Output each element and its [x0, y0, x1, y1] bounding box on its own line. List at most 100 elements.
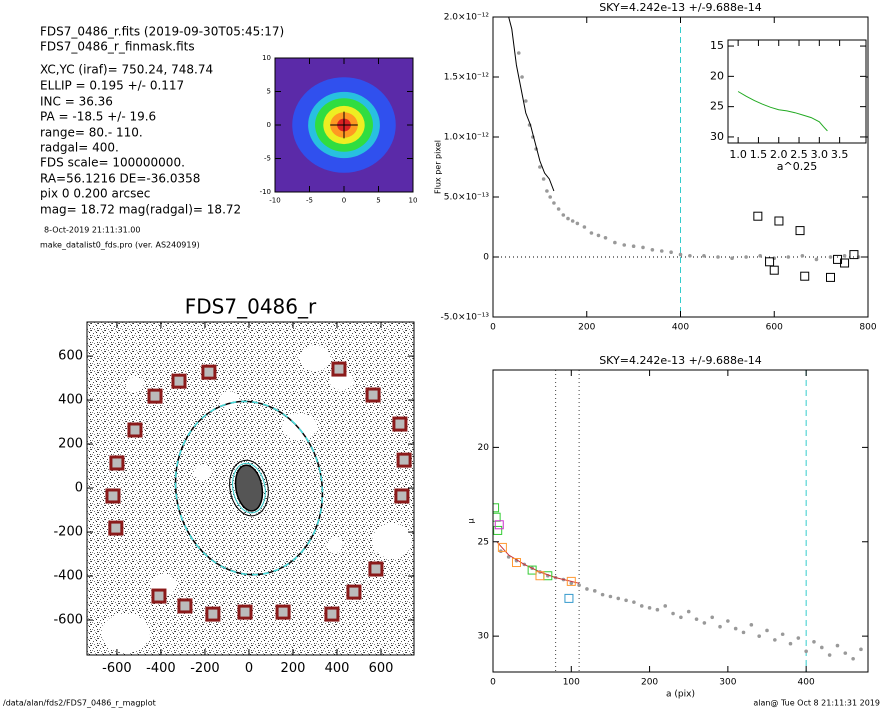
series-line: [508, 17, 555, 192]
y-tick-label: 400: [58, 393, 83, 408]
data-square: [840, 258, 850, 268]
sky-box: [237, 604, 253, 620]
data-point: [758, 254, 762, 258]
y-tick-label: -200: [53, 525, 83, 540]
y-axis-label: μ: [467, 518, 476, 523]
data-square: [511, 558, 521, 568]
data-point: [679, 615, 683, 620]
data-square: [849, 250, 859, 260]
data-point: [749, 623, 754, 627]
data-square: [800, 271, 810, 281]
data-point: [820, 645, 824, 650]
data-point: [827, 653, 832, 657]
data-point: [842, 254, 847, 258]
data-point: [669, 250, 673, 254]
y-tick-label: -600: [53, 613, 83, 628]
sky-box: [275, 604, 291, 620]
y-tick-label: 5: [267, 88, 271, 96]
data-square: [566, 576, 576, 586]
data-point: [566, 216, 570, 221]
data-point: [524, 99, 528, 103]
x-tick-label: 0: [490, 678, 496, 688]
x-tick-label: -600: [102, 661, 132, 676]
chart-title: FDS7_0486_r: [185, 295, 317, 319]
data-point: [773, 638, 777, 642]
data-point: [569, 581, 574, 586]
galaxy-core: [234, 464, 264, 512]
x-tick-label: 200: [578, 323, 595, 333]
info-line: range= 80.- 110.: [40, 126, 143, 140]
data-point: [686, 609, 691, 614]
data-point: [575, 221, 580, 226]
x-tick-label: -5: [306, 196, 313, 204]
data-point: [589, 231, 594, 235]
sky-box: [109, 455, 125, 471]
data-point: [582, 225, 587, 229]
plot-frame: [492, 369, 869, 673]
y-tick-label: 2.0×10⁻¹²: [444, 13, 490, 23]
inset-background: [728, 40, 866, 143]
info-line: RA=56.1216 DE=-36.0358: [40, 172, 200, 186]
data-square: [765, 257, 775, 267]
data-point: [702, 254, 706, 258]
y-tick-label: 1.0×10⁻¹²: [444, 133, 490, 143]
y-axis-label: Flux per pixel: [434, 140, 443, 194]
x-tick-label: 400: [672, 323, 689, 333]
y-tick-label: 15: [710, 39, 724, 52]
info-line: mag= 18.72 mag(radgal)= 18.72: [40, 203, 241, 217]
data-point: [650, 248, 655, 252]
sky-box: [108, 520, 124, 536]
plot-area: [737, 91, 828, 132]
data-point: [548, 195, 552, 199]
x-tick-label: 5: [376, 196, 380, 204]
run-date: 8-Oct-2019 21:11:31.00: [44, 226, 140, 235]
data-point: [694, 617, 699, 621]
y-tick-label: 20: [478, 443, 490, 453]
sky-box: [147, 388, 163, 404]
data-point: [671, 611, 675, 616]
sky-box: [394, 488, 410, 504]
sky-box: [105, 488, 121, 504]
x-tick-label: 200: [281, 661, 306, 676]
data-point: [828, 255, 833, 259]
chart-title: SKY=4.242e-13 +/-9.688e-14: [599, 1, 762, 14]
y-tick-label: 0: [483, 253, 489, 263]
x-tick-label: 200: [641, 678, 658, 688]
data-point: [851, 656, 855, 661]
data-point: [859, 647, 863, 652]
masked-region: [372, 523, 412, 559]
plot-area: [493, 17, 868, 317]
x-tick-label: 400: [798, 678, 815, 688]
footer-user: alan@ Tue Oct 8 21:11:31 2019: [753, 699, 880, 708]
x-axis-label: a (pix): [666, 690, 695, 700]
data-point: [639, 604, 644, 608]
sky-box: [368, 561, 384, 577]
sky-box: [396, 452, 412, 468]
data-point: [641, 245, 645, 250]
data-square: [795, 226, 805, 236]
masked-region: [299, 345, 331, 372]
x-tick-label: 3.0: [811, 148, 829, 161]
data-point: [552, 201, 556, 205]
y-tick-label: 200: [58, 437, 83, 452]
data-point: [726, 619, 730, 623]
x-tick-label: 1.5: [750, 148, 768, 161]
masked-region: [101, 613, 150, 654]
data-square: [826, 272, 835, 282]
data-square: [493, 525, 503, 535]
plot-area: [275, 58, 413, 192]
y-tick-label: 25: [478, 537, 489, 547]
y-tick-label: 0: [75, 481, 83, 496]
data-point: [596, 233, 601, 238]
data-point: [556, 207, 561, 211]
y-tick-label: 30: [710, 130, 724, 143]
data-square: [535, 571, 545, 581]
y-tick-label: 25: [710, 100, 724, 113]
series-line: [737, 91, 828, 132]
data-point: [655, 607, 660, 612]
x-tick-label: 10: [409, 196, 418, 204]
y-tick-label: 20: [710, 69, 724, 82]
data-point: [659, 249, 664, 253]
data-point: [592, 589, 597, 593]
info-line: INC = 36.36: [40, 95, 113, 109]
